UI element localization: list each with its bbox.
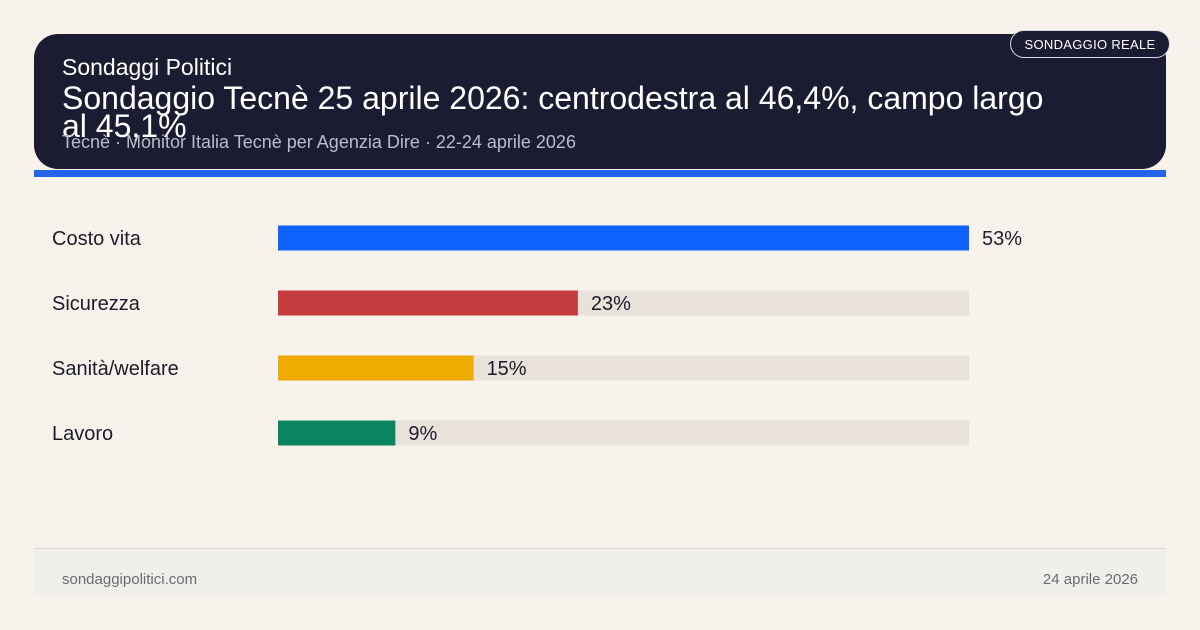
bar-sicurezza (278, 290, 578, 316)
value-label: 23% (591, 293, 631, 315)
category-label: Sanità/welfare (52, 358, 179, 380)
bar-lavoro (278, 420, 396, 446)
site-name: Sondaggi Politici (62, 54, 233, 80)
footer: sondaggipolitici.com 24 aprile 2026 (34, 548, 1166, 596)
real-poll-badge: SONDAGGIO REALE (1010, 30, 1170, 58)
value-label: 15% (487, 358, 527, 380)
headline: Sondaggio Tecnè 25 aprile 2026: centrode… (62, 80, 1044, 144)
bar-sanit-welfare (278, 355, 474, 381)
value-label: 53% (982, 228, 1022, 250)
footer-site-name: sondaggipolitici.com (62, 571, 198, 588)
bar-costo-vita (278, 225, 969, 251)
category-label: Costo vita (52, 228, 142, 250)
poll-source-info: Tecnè · Monitor Italia Tecnè per Agenzia… (62, 132, 576, 152)
category-label: Sicurezza (52, 293, 141, 315)
accent-divider (34, 170, 1166, 177)
footer-date: 24 aprile 2026 (1042, 571, 1138, 588)
category-label: Lavoro (52, 423, 113, 445)
value-label: 9% (408, 423, 437, 445)
header-card: Sondaggi Politici Sondaggio Tecnè 25 apr… (34, 34, 1166, 169)
